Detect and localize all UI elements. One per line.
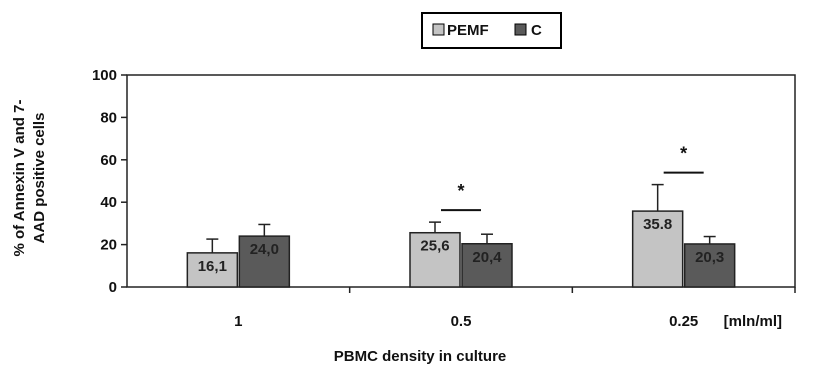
legend-label-c: C: [531, 22, 542, 39]
data-label: 24,0: [250, 241, 279, 258]
data-label: 20,3: [695, 249, 724, 266]
x-category-label: 0.25: [669, 313, 698, 330]
y-tick-label: 100: [92, 67, 117, 84]
legend-swatch-pemf: [432, 23, 445, 36]
y-tick-label: 20: [100, 237, 117, 254]
y-tick-label: 80: [100, 109, 117, 126]
plot-frame: [126, 74, 796, 288]
legend-label-pemf: PEMF: [447, 22, 489, 39]
legend-swatch-c: [514, 23, 527, 36]
x-axis-title: PBMC density in culture: [334, 348, 507, 365]
data-label: 16,1: [198, 258, 227, 275]
legend: PEMF C: [421, 12, 562, 49]
significance-star: *: [457, 181, 464, 201]
x-unit-label: [mln/ml]: [724, 313, 782, 330]
data-label: 25,6: [420, 238, 449, 255]
x-category-label: 0.5: [451, 313, 472, 330]
y-axis-title-line-1: % of Annexin V and 7-: [11, 100, 28, 257]
y-axis-title: % of Annexin V and 7- AAD positive cells: [11, 100, 48, 257]
plot-area: 0 20 40 60 80 100 1 16,1 24,0 0.5 25,6 20,4 * 0.25 35.…: [92, 67, 796, 330]
significance-star: *: [680, 144, 687, 164]
y-axis-title-line-2: AAD positive cells: [31, 113, 48, 244]
bar-c: [683, 243, 736, 288]
data-label: 20,4: [472, 249, 502, 266]
y-tick-label: 40: [100, 194, 117, 211]
x-category-label: 1: [234, 313, 242, 330]
data-label: 35.8: [643, 216, 672, 233]
y-tick-label: 60: [100, 152, 117, 169]
legend-box: [421, 12, 562, 49]
y-tick-label: 0: [109, 279, 117, 296]
